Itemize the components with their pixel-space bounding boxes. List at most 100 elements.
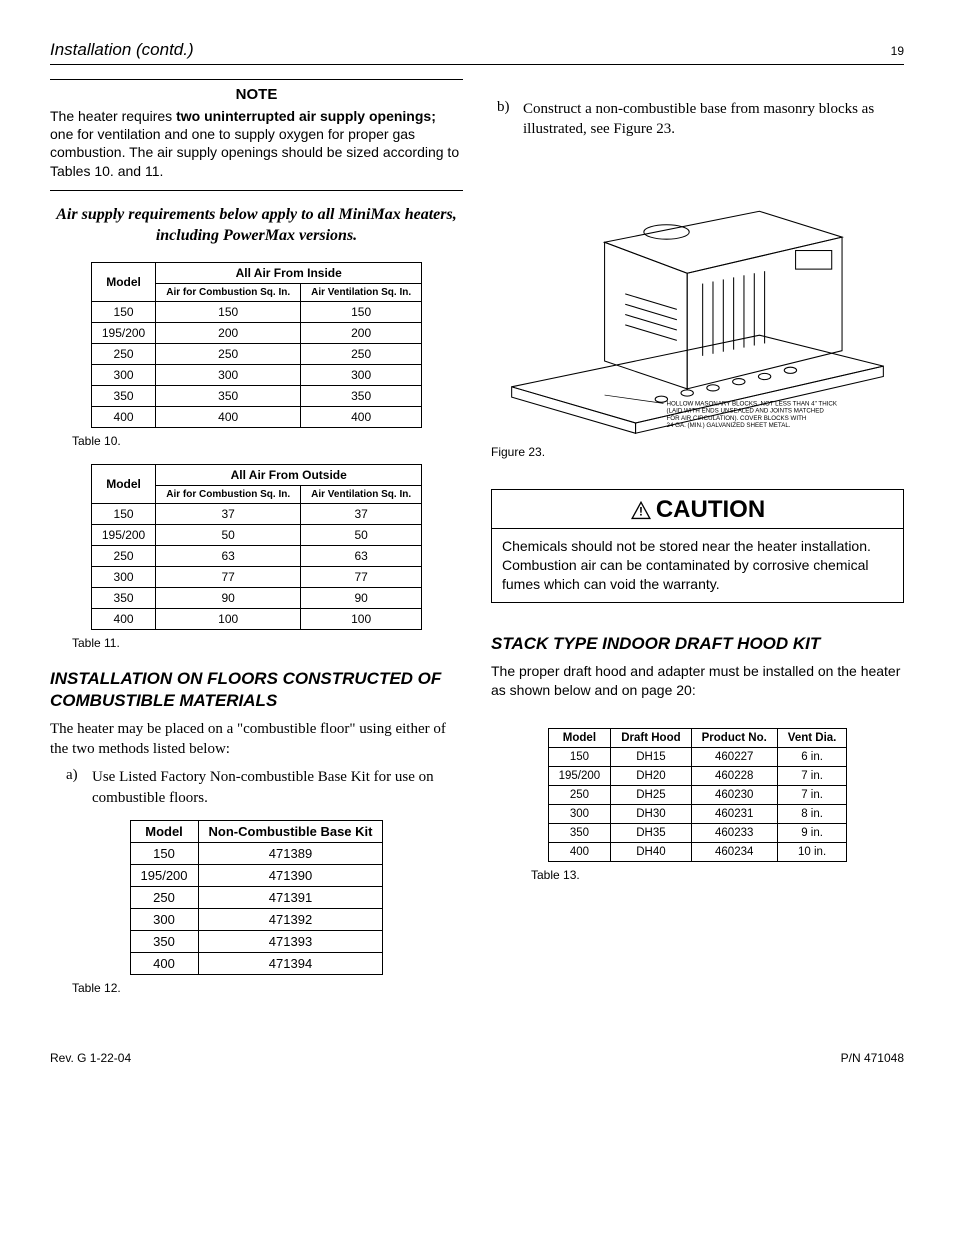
t10-h1: Air for Combustion Sq. In. bbox=[156, 284, 301, 302]
table-cell: 250 bbox=[156, 344, 301, 365]
table-row: 150150150 bbox=[91, 302, 421, 323]
table-cell: 150 bbox=[156, 302, 301, 323]
table-cell: 400 bbox=[91, 609, 155, 630]
t10-body: 150150150195/200200200250250250300300300… bbox=[91, 302, 421, 428]
note-body: The heater requires two uninterrupted ai… bbox=[50, 107, 463, 180]
table-cell: 200 bbox=[156, 323, 301, 344]
t11-h1: Air for Combustion Sq. In. bbox=[156, 486, 301, 504]
stack-heading: STACK TYPE INDOOR DRAFT HOOD KIT bbox=[491, 633, 904, 654]
page-header: Installation (contd.) 19 bbox=[50, 40, 904, 65]
stack-body: The proper draft hood and adapter must b… bbox=[491, 662, 904, 700]
table-cell: 471389 bbox=[198, 842, 383, 864]
table-cell: 350 bbox=[130, 930, 198, 952]
table-row: 250471391 bbox=[130, 886, 383, 908]
table-cell: 150 bbox=[130, 842, 198, 864]
table-cell: 100 bbox=[156, 609, 301, 630]
table-row: 400100100 bbox=[91, 609, 421, 630]
table-cell: 300 bbox=[91, 365, 155, 386]
warning-icon: ! bbox=[630, 500, 652, 520]
table-cell: 460231 bbox=[691, 804, 777, 823]
table-cell: 250 bbox=[91, 546, 155, 567]
table-cell: 6 in. bbox=[777, 747, 847, 766]
page-number: 19 bbox=[891, 44, 904, 58]
table-cell: 63 bbox=[156, 546, 301, 567]
table-cell: 250 bbox=[548, 785, 611, 804]
table-cell: 50 bbox=[301, 525, 422, 546]
table-cell: 9 in. bbox=[777, 823, 847, 842]
table-cell: 77 bbox=[156, 567, 301, 588]
table-row: 300300300 bbox=[91, 365, 421, 386]
table-13: Model Draft Hood Product No. Vent Dia. 1… bbox=[548, 728, 848, 862]
table-cell: 150 bbox=[548, 747, 611, 766]
table-row: 150471389 bbox=[130, 842, 383, 864]
t10-caption: Table 10. bbox=[72, 434, 463, 448]
fig-note-1: HOLLOW MASONARY BLOCKS, NOT LESS THAN 4"… bbox=[667, 400, 838, 407]
table-cell: 7 in. bbox=[777, 766, 847, 785]
table-cell: 200 bbox=[301, 323, 422, 344]
table-cell: 50 bbox=[156, 525, 301, 546]
table-cell: DH20 bbox=[611, 766, 691, 785]
t13-caption: Table 13. bbox=[531, 868, 904, 882]
t10-h2: Air Ventilation Sq. In. bbox=[301, 284, 422, 302]
table-cell: 90 bbox=[301, 588, 422, 609]
table-cell: 195/200 bbox=[91, 525, 155, 546]
table-row: 400DH4046023410 in. bbox=[548, 842, 847, 861]
caution-title: ! CAUTION bbox=[492, 490, 903, 529]
table-cell: 400 bbox=[130, 952, 198, 974]
table-cell: 460228 bbox=[691, 766, 777, 785]
table-cell: 90 bbox=[156, 588, 301, 609]
table-cell: 150 bbox=[91, 302, 155, 323]
table-cell: 350 bbox=[548, 823, 611, 842]
table-cell: 400 bbox=[548, 842, 611, 861]
table-cell: 471391 bbox=[198, 886, 383, 908]
table-row: 350DH354602339 in. bbox=[548, 823, 847, 842]
table-cell: 300 bbox=[130, 908, 198, 930]
table-cell: 300 bbox=[548, 804, 611, 823]
table-row: 195/2005050 bbox=[91, 525, 421, 546]
table-row: 1503737 bbox=[91, 504, 421, 525]
note-bold: two uninterrupted air supply openings; bbox=[176, 108, 436, 124]
table-row: 350350350 bbox=[91, 386, 421, 407]
table-cell: DH25 bbox=[611, 785, 691, 804]
floors-body: The heater may be placed on a "combustib… bbox=[50, 719, 463, 760]
table-10: Model All Air From Inside Air for Combus… bbox=[91, 262, 422, 428]
table-12: Model Non-Combustible Base Kit 150471389… bbox=[130, 820, 384, 975]
table-row: 150DH154602276 in. bbox=[548, 747, 847, 766]
note-post: one for ventilation and one to supply ox… bbox=[50, 126, 459, 178]
t11-body: 1503737195/20050502506363300777735090904… bbox=[91, 504, 421, 630]
table-cell: 63 bbox=[301, 546, 422, 567]
table-cell: 37 bbox=[156, 504, 301, 525]
table-cell: 100 bbox=[301, 609, 422, 630]
table-row: 250DH254602307 in. bbox=[548, 785, 847, 804]
svg-text:!: ! bbox=[639, 504, 643, 518]
caution-body: Chemicals should not be stored near the … bbox=[492, 529, 903, 602]
table-cell: 10 in. bbox=[777, 842, 847, 861]
t13-h1: Draft Hood bbox=[611, 728, 691, 747]
t11-group: All Air From Outside bbox=[156, 465, 422, 486]
table-row: 195/200200200 bbox=[91, 323, 421, 344]
t13-h2: Product No. bbox=[691, 728, 777, 747]
table-cell: 150 bbox=[91, 504, 155, 525]
t12-h1: Non-Combustible Base Kit bbox=[198, 820, 383, 842]
table-cell: 250 bbox=[91, 344, 155, 365]
table-row: 3509090 bbox=[91, 588, 421, 609]
table-cell: 250 bbox=[130, 886, 198, 908]
item-a: a) Use Listed Factory Non-combustible Ba… bbox=[66, 767, 463, 808]
table-cell: 471392 bbox=[198, 908, 383, 930]
table-cell: 300 bbox=[301, 365, 422, 386]
right-column: b) Construct a non-combustible base from… bbox=[491, 79, 904, 1011]
table-row: 250250250 bbox=[91, 344, 421, 365]
table-cell: 150 bbox=[301, 302, 422, 323]
t11-caption: Table 11. bbox=[72, 636, 463, 650]
table-11: Model All Air From Outside Air for Combu… bbox=[91, 464, 422, 630]
table-cell: 195/200 bbox=[91, 323, 155, 344]
table-row: 2506363 bbox=[91, 546, 421, 567]
table-cell: 350 bbox=[156, 386, 301, 407]
left-column: NOTE The heater requires two uninterrupt… bbox=[50, 79, 463, 1011]
table-cell: DH15 bbox=[611, 747, 691, 766]
t13-h3: Vent Dia. bbox=[777, 728, 847, 747]
t13-h0: Model bbox=[548, 728, 611, 747]
italic-note: Air supply requirements below apply to a… bbox=[50, 205, 463, 247]
table-cell: 250 bbox=[301, 344, 422, 365]
t12-h0: Model bbox=[130, 820, 198, 842]
